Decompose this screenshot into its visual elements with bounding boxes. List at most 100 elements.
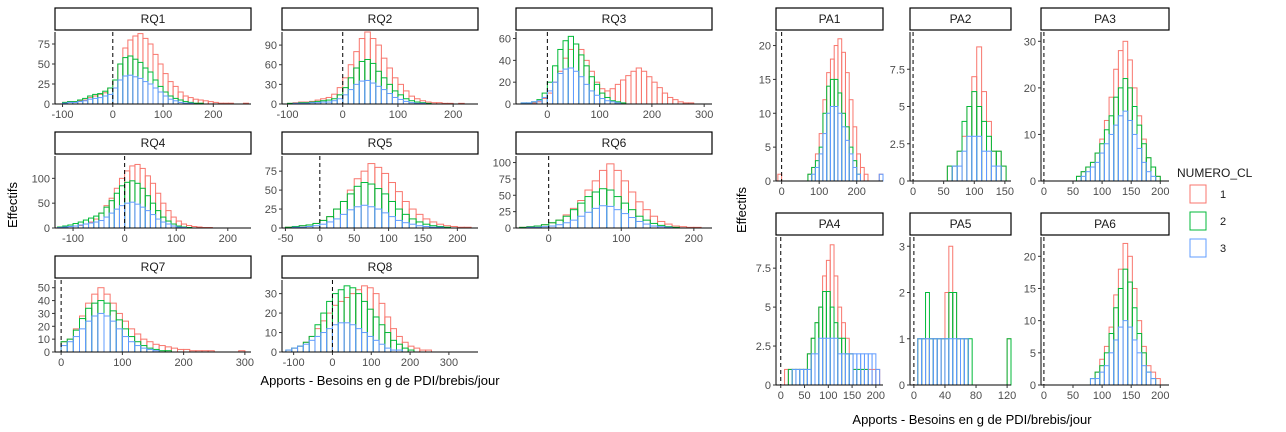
bar xyxy=(613,196,622,229)
bar xyxy=(102,92,109,105)
bar xyxy=(1089,161,1096,182)
strip-label-pa4: PA4 xyxy=(819,217,841,231)
bar xyxy=(82,223,90,229)
strip-pa4 xyxy=(775,212,884,236)
bar xyxy=(325,96,333,105)
bar xyxy=(848,353,854,386)
bar xyxy=(401,341,409,353)
bar xyxy=(837,38,843,182)
bar xyxy=(844,353,850,386)
x-tick-label: 100 xyxy=(819,390,837,402)
bar xyxy=(593,81,601,105)
bar xyxy=(848,146,854,182)
bar xyxy=(147,83,154,105)
bar xyxy=(320,332,328,353)
bar xyxy=(814,166,820,182)
strip-pa3 xyxy=(1040,7,1170,31)
bar xyxy=(139,167,146,229)
bar xyxy=(353,51,360,105)
bar xyxy=(1117,115,1124,182)
x-tick-label: 150 xyxy=(843,390,861,402)
series-3-pa1 xyxy=(811,106,884,182)
y-tick-label: 0 xyxy=(1030,176,1036,188)
bar xyxy=(291,347,299,353)
strip-label-pa3: PA3 xyxy=(1094,12,1116,26)
bar xyxy=(1155,175,1161,182)
legend-label-3: 3 xyxy=(1220,243,1226,255)
y-tick-label: 50 xyxy=(265,185,277,197)
bar xyxy=(1099,138,1105,182)
bar xyxy=(829,244,835,386)
bar xyxy=(810,337,816,386)
bar xyxy=(1075,175,1082,182)
bar xyxy=(833,337,839,386)
series-3-pa3 xyxy=(1080,110,1157,182)
bar xyxy=(1131,106,1138,182)
bar xyxy=(1094,161,1101,182)
y-tick-label: 0 xyxy=(765,380,771,392)
legend-label-1: 1 xyxy=(1220,189,1226,201)
bar xyxy=(132,35,139,105)
bar xyxy=(380,89,388,105)
bar xyxy=(856,368,862,386)
x-tick-label: 50 xyxy=(798,390,810,402)
y-tick-label: 20 xyxy=(1024,83,1036,95)
bar xyxy=(1127,281,1133,386)
y-tick-label: 10 xyxy=(1024,129,1036,141)
bar xyxy=(381,212,390,229)
bar xyxy=(113,192,120,229)
x-tick-label: 100 xyxy=(590,109,608,121)
bar xyxy=(401,222,410,229)
bar xyxy=(625,75,632,105)
bar xyxy=(613,209,622,229)
bar xyxy=(833,45,839,182)
x-tick-label: 0 xyxy=(911,390,917,402)
bar xyxy=(364,58,371,105)
bar xyxy=(134,163,141,229)
bar xyxy=(337,289,345,353)
bar xyxy=(963,338,969,386)
x-tick-label: -100 xyxy=(277,109,299,121)
bar xyxy=(108,212,115,229)
x-tick-label: 100 xyxy=(1093,390,1111,402)
bar xyxy=(661,92,669,105)
bar xyxy=(863,368,869,386)
bar xyxy=(826,72,831,182)
x-tick-label: 0 xyxy=(546,233,552,245)
bar xyxy=(1099,152,1105,182)
bar xyxy=(598,205,608,229)
y-tick-label: 5 xyxy=(1030,348,1036,360)
bar xyxy=(384,332,392,353)
y-tick-label: 10 xyxy=(1024,316,1036,328)
bar xyxy=(347,64,355,105)
bar xyxy=(375,70,382,105)
bar xyxy=(117,79,124,105)
y-tick-label: 30 xyxy=(1024,36,1036,48)
bar xyxy=(140,347,148,353)
bar xyxy=(353,206,362,229)
bar xyxy=(963,338,969,386)
x-tick-label: 200 xyxy=(1151,186,1169,198)
y-tick-label: 0 xyxy=(1030,380,1036,392)
bar xyxy=(1141,161,1147,182)
bar xyxy=(875,368,881,386)
pa-x-axis-title: Apports - Besoins en g de PDI/brebis/jou… xyxy=(852,412,1092,427)
strip-pa5 xyxy=(909,212,1012,236)
bar xyxy=(552,81,559,105)
bar xyxy=(598,188,608,229)
x-tick-label: 0 xyxy=(110,109,116,121)
bar xyxy=(360,204,369,229)
bar xyxy=(109,310,117,353)
y-tick-label: 7.5 xyxy=(756,263,771,275)
bar xyxy=(146,341,154,353)
bar xyxy=(1136,147,1143,182)
y-tick-label: 0 xyxy=(271,99,277,111)
bar xyxy=(326,328,333,353)
bar xyxy=(567,48,574,105)
bar xyxy=(825,259,831,386)
bar xyxy=(961,150,968,182)
bar xyxy=(552,65,559,105)
x-tick-label: 100 xyxy=(810,186,828,198)
bar xyxy=(1103,143,1110,182)
